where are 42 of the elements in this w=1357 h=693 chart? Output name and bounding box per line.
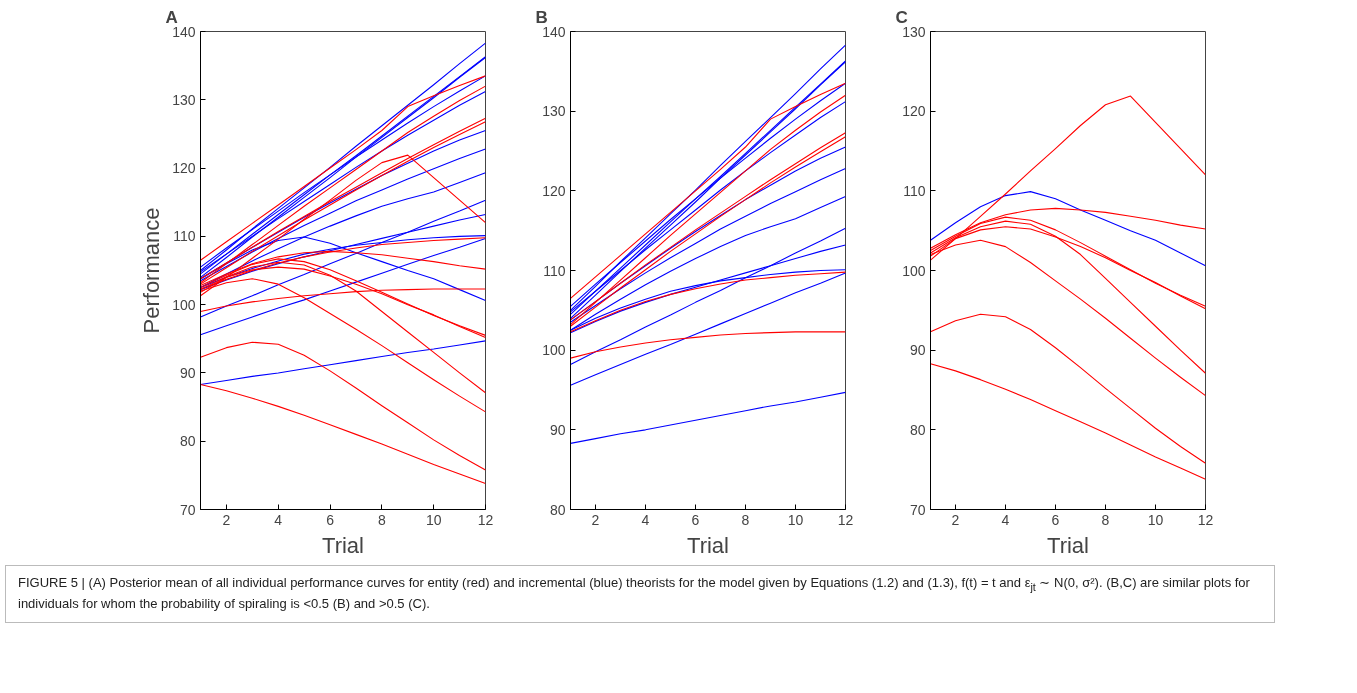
- y-tick-label: 80: [179, 433, 196, 450]
- x-tick-label: 12: [477, 511, 494, 528]
- y-tick-label: 110: [903, 182, 926, 199]
- x-tick-label: 10: [787, 511, 804, 528]
- x-axis-title: Trial: [687, 532, 729, 558]
- y-tick-label: 120: [542, 182, 566, 199]
- x-axis-title: Trial: [322, 532, 364, 558]
- y-axis-title: Performance: [139, 207, 165, 334]
- x-tick-label: 2: [591, 511, 600, 528]
- x-tick-label: 10: [1147, 511, 1164, 528]
- y-tick-label: 100: [542, 342, 566, 359]
- y-tick-label: 90: [909, 342, 926, 359]
- y-tick-label: 90: [549, 421, 566, 438]
- y-tick-label: 120: [902, 103, 926, 120]
- x-tick-label: 12: [837, 511, 854, 528]
- x-tick-label: 2: [222, 511, 231, 528]
- x-tick-label: 8: [1101, 511, 1110, 528]
- x-tick-label: 6: [691, 511, 700, 528]
- x-tick-label: 12: [1197, 511, 1214, 528]
- x-axis-title: Trial: [1047, 532, 1089, 558]
- y-tick-label: 130: [172, 91, 196, 108]
- x-tick-label: 10: [425, 511, 442, 528]
- x-tick-label: 6: [1051, 511, 1060, 528]
- text: FIGURE 5 | (A) Posterior mean of all individual performance curves for entity (red) and incremental (blue) theorists for the model given by Equations (1.2) and (1.3), f(t) = t and ε$_{jt}$ ∼ N(0, σ²). (B,C) are similar plots for individuals for whom the probability of spiraling is <0.5 (B) and >0.5 (C).: [18, 575, 1250, 612]
- x-tick-label: 6: [326, 511, 335, 528]
- x-tick-label: 2: [951, 511, 960, 528]
- y-tick-label: 100: [902, 262, 926, 279]
- y-tick-label: 120: [172, 160, 196, 177]
- y-tick-label: 130: [542, 103, 566, 120]
- x-tick-label: 8: [741, 511, 750, 528]
- x-tick-label: 4: [274, 511, 283, 528]
- x-tick-label: 4: [641, 511, 650, 528]
- x-tick-label: 8: [377, 511, 386, 528]
- y-tick-label: 80: [549, 501, 566, 518]
- y-tick-label: 70: [909, 501, 926, 518]
- y-tick-label: 100: [172, 296, 196, 313]
- y-tick-label: 90: [179, 364, 196, 381]
- y-tick-label: 70: [179, 501, 196, 518]
- x-tick-label: 4: [1001, 511, 1010, 528]
- y-tick-label: 110: [173, 228, 196, 245]
- y-tick-label: 110: [543, 262, 566, 279]
- y-tick-label: 80: [909, 421, 926, 438]
